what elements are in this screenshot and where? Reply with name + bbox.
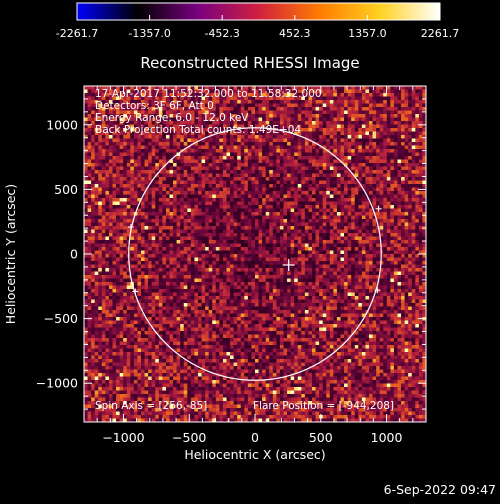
y-tick-label: 500 — [54, 182, 78, 197]
colorbar-tick-label: -2261.7 — [56, 27, 98, 40]
colorbar-tick-label: -452.3 — [204, 27, 239, 40]
heatmap-cells — [84, 86, 426, 422]
y-tick-label: 1000 — [46, 117, 78, 132]
y-tick-label: −1000 — [36, 376, 78, 391]
colorbar-tick-label: -1357.0 — [128, 27, 170, 40]
x-axis-label: Heliocentric X (arcsec) — [184, 447, 325, 462]
x-tick-label: −500 — [172, 430, 206, 445]
x-tick-label: −1000 — [102, 430, 144, 445]
timestamp: 6-Sep-2022 09:47 — [384, 482, 496, 497]
colorbar-tick-labels: -2261.7 -1357.0 -452.3 452.3 1357.0 2261.7 — [56, 27, 459, 40]
y-tick-label: −500 — [44, 311, 78, 326]
x-tick-label: 500 — [309, 430, 333, 445]
annotation-detectors: Detectors: 3F 6F, Att 0 — [95, 100, 214, 112]
x-tick-label: 0 — [251, 430, 259, 445]
colorbar-tick-label: 2261.7 — [421, 27, 460, 40]
annotation-time-range: 17-Apr-2017 11:52:32.000 to 11:58:32.000 — [95, 88, 322, 100]
chart-title: Reconstructed RHESSI Image — [140, 54, 359, 72]
annotation-spin-axis: Spin Axis = [256,-85] — [95, 400, 207, 412]
y-tick-label: 0 — [70, 247, 78, 262]
annotation-energy: Energy Range: 6.0 - 12.0 keV — [95, 112, 249, 124]
colorbar: -2261.7 -1357.0 -452.3 452.3 1357.0 2261.7 — [56, 3, 459, 40]
colorbar-gradient — [77, 3, 440, 20]
annotation-method: Back Projection Total counts: 1.49E+04 — [95, 124, 301, 136]
x-tick-label: 1000 — [371, 430, 403, 445]
y-axis-label: Heliocentric Y (arcsec) — [3, 184, 18, 324]
annotation-flare-position: Flare Position = [-944,208] — [253, 400, 394, 412]
colorbar-tick-label: 452.3 — [279, 27, 311, 40]
colorbar-tick-label: 1357.0 — [348, 27, 387, 40]
